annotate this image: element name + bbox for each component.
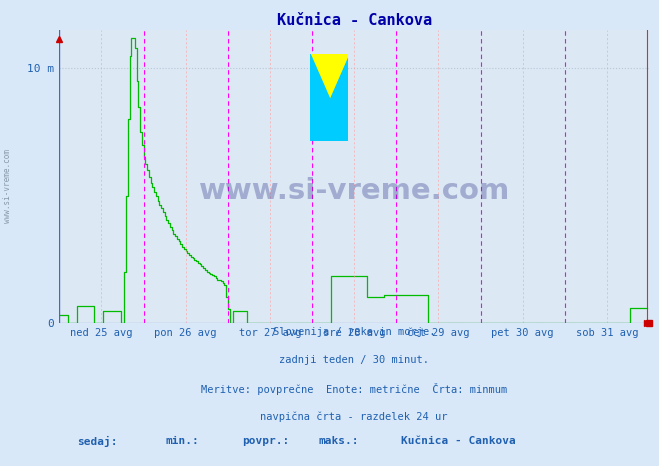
Polygon shape	[310, 54, 349, 142]
Polygon shape	[310, 54, 349, 142]
Text: Kučnica - Cankova: Kučnica - Cankova	[401, 436, 516, 445]
Text: sedaj:: sedaj:	[77, 436, 117, 446]
Polygon shape	[310, 54, 349, 142]
Text: maks.:: maks.:	[319, 436, 359, 445]
Text: www.si-vreme.com: www.si-vreme.com	[3, 150, 13, 223]
Text: www.si-vreme.com: www.si-vreme.com	[198, 177, 510, 205]
Text: povpr.:: povpr.:	[242, 436, 289, 445]
Title: Kučnica - Cankova: Kučnica - Cankova	[277, 13, 432, 28]
Bar	[310, 54, 329, 97]
Polygon shape	[310, 54, 349, 142]
Text: min.:: min.:	[165, 436, 199, 445]
Bar	[310, 97, 329, 142]
Text: zadnji teden / 30 minut.: zadnji teden / 30 minut.	[279, 355, 429, 365]
Text: navpična črta - razdelek 24 ur: navpična črta - razdelek 24 ur	[260, 411, 448, 422]
Bar	[310, 54, 329, 97]
Text: Slovenija / reke in morje.: Slovenija / reke in morje.	[273, 327, 436, 337]
Text: Meritve: povprečne  Enote: metrične  Črta: minmum: Meritve: povprečne Enote: metrične Črta:…	[201, 384, 507, 395]
Bar	[310, 97, 329, 142]
Polygon shape	[329, 54, 349, 142]
